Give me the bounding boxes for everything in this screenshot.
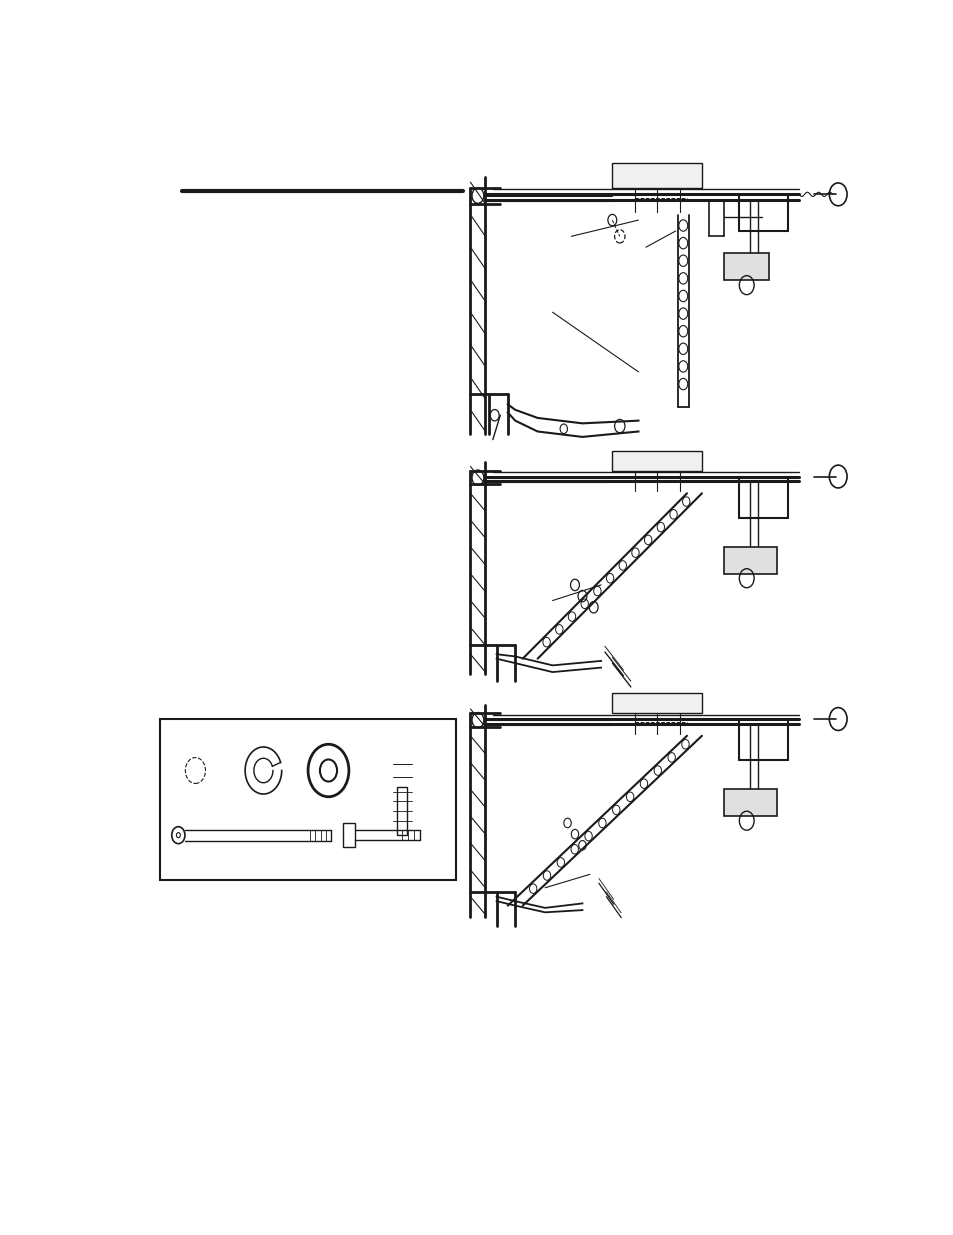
- Bar: [612, 693, 701, 714]
- Polygon shape: [723, 547, 776, 574]
- Bar: [343, 823, 355, 847]
- Bar: [612, 163, 701, 188]
- Bar: [397, 787, 407, 835]
- Polygon shape: [723, 789, 776, 816]
- Bar: [393, 755, 412, 787]
- Bar: [612, 451, 701, 471]
- Polygon shape: [723, 253, 768, 279]
- Bar: [160, 719, 456, 881]
